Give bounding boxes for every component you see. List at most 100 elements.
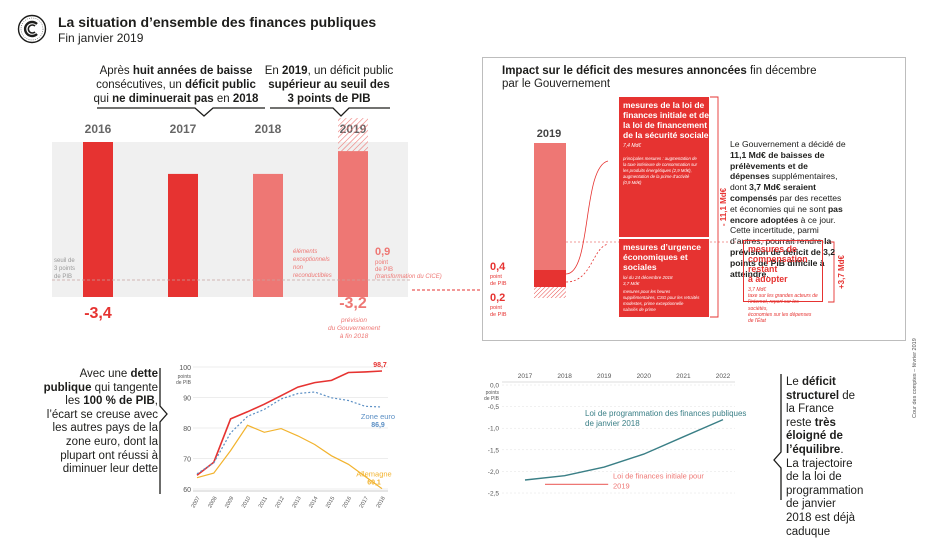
panel-val-04-unit2: de PIB [490,281,507,287]
panel-bar-04 [534,270,566,287]
top-year-2017: 2017 [170,122,197,136]
struct-xtick-2022: 2022 [716,373,731,380]
box1-detail-5: (0,9 Md€) [623,180,642,185]
struct-xtick-2021: 2021 [676,373,691,380]
struct-yaxis-title-2: de PIB [484,396,500,402]
box1-detail-3: les produits énergétiques (2,9 Md€), [623,168,692,173]
side-note: Cour des comptes – février 2019 [912,338,918,418]
box1-title-3: la loi de financement [623,120,707,130]
comp-detail-3: économies sur les dépenses [748,311,812,318]
impact-panel-graphic: 2019 0,4 point de PIB 0,2 point de PIB m… [490,96,846,318]
box2-detail-1: mesures pour les heures [623,289,671,294]
debt-ytick-100: 100 [179,365,191,372]
debt-xtick-2008: 2008 [207,496,218,510]
struct-line-lpfp [524,418,724,481]
comp-amount: 3,7 Md€ [748,287,767,293]
impact-panel [482,57,906,341]
page-subtitle: Fin janvier 2019 [58,31,144,45]
box2-title-3: sociales [623,262,657,272]
debt-xtick-2015: 2015 [325,496,336,510]
comp-detail-1: taxe sur les grandes acteurs de [748,293,818,300]
box2-detail-4: salariés de prime [623,307,656,312]
box1-detail-2: la taxe intérieure de consommation sur [623,162,698,167]
debt-series-name-allemagne: Allemagne [356,470,391,479]
comp-title-2: compensation restant [748,254,808,274]
struct-ytick-3: -1,0 [488,426,500,433]
debt-yaxis-title-1: points [178,374,192,380]
struct-ytick-0: -2,5 [488,491,500,498]
label-2018-3: non [293,265,304,271]
debt-xtick-2010: 2010 [241,496,252,510]
label-2019-line2: de PIB [375,267,393,273]
box2-detail-2: supplémentaires, CSG pour les retraités [623,295,700,300]
label-2018-1: éléments [293,249,317,255]
forecast-label-1: prévision [340,317,367,324]
label-2018-2: exceptionnels [293,257,330,263]
label-2019-line1: point [375,260,388,266]
panel-val-04-unit1: point [490,274,502,280]
debt-xtick-2018: 2018 [375,496,386,510]
box-lfi-lfss [619,97,709,237]
top-value-2016: -3,4 [84,305,112,322]
box1-title-1: mesures de la loi de [623,100,705,110]
debt-ytick-60: 60 [183,487,191,494]
struct-xtick-2019: 2019 [597,373,612,380]
struct-ytick-2: -1,5 [488,447,500,454]
debt-xtick-2016: 2016 [342,496,353,510]
top-bar-exceptional-2018 [253,230,283,250]
box1-amount: 7,4 Md€ [623,143,641,149]
top-value-2018: -2,7 [254,272,282,289]
debt-xtick-2007: 2007 [190,496,201,510]
debt-yaxis-title-2: de PIB [176,380,192,386]
impact-panel-title: Impact sur le déficit des mesures annonc… [502,65,817,90]
debt-xtick-2011: 2011 [258,496,269,509]
debt-line-france [196,370,383,476]
cour-des-comptes-logo [17,14,47,44]
panel-val-04: 0,4 [490,261,506,273]
bracket-11-1: - 11,1 Md€ [719,187,728,226]
struct-label-lfi-2: 2019 [613,481,630,490]
struct-label-lpfp-1: Loi de programmation des finances publiq… [585,409,746,418]
struct-xtick-2017: 2017 [518,373,533,380]
top-bar-2016 [83,142,113,297]
box2-date: loi du 24 décembre 2018 [623,275,673,280]
debt-line-zone-euro [196,391,383,475]
top-value-2019: -3,2 [339,295,367,312]
top-bar-2017 [168,173,198,297]
debt-ytick-80: 80 [183,426,191,433]
struct-yaxis-title-1: points [486,390,500,396]
government-text: Le Gouvernement a décidé de 11,1 Md€ de … [730,139,846,279]
page-title: La situation d’ensemble des finances pub… [58,14,377,30]
struct-ytick-4: -0,5 [488,404,500,411]
structural-deficit-chart: 2017 2018 2019 2020 2021 2022 -2,5 -2,0 -1,5 -1,0… [484,373,746,498]
box2-detail-3: modestes, prime exceptionnelle [623,301,684,306]
panel-bar-02-hatch [534,287,566,298]
debt-xtick-2009: 2009 [224,496,235,510]
struct-label-lfi-1: Loi de finances initiale pour [613,471,704,480]
box1-title-2: finances initiale et de [623,110,709,120]
top-year-2018: 2018 [255,122,282,136]
top-value-2017: -2,7 [169,272,197,289]
struct-xtick-2018: 2018 [557,373,572,380]
panel-val-02: 0,2 [490,292,505,304]
deficit-callout: Le déficit structurel de la France reste… [786,376,864,538]
top-bar-cice-2019 [338,118,368,160]
threshold-label-2: 3 points [54,266,75,272]
debt-callout: Avec une dette publique qui tangente les… [43,368,158,476]
forecast-label-3: à fin 2018 [340,333,369,340]
box1-detail-4: augmentation de la prime d'activité [623,174,690,179]
debt-xtick-2017: 2017 [359,496,370,510]
debt-xtick-2012: 2012 [275,496,286,510]
top-year-2016: 2016 [85,122,112,136]
comp-detail-4: de l'État [748,318,766,325]
callout-lines [97,107,390,117]
box1-title-4: de la sécurité sociale [623,130,709,140]
label-2018-4: reconductibles [293,273,332,279]
debt-end-value-zone-euro: 86,9 [371,422,385,429]
panel-year: 2019 [537,128,561,140]
box1-detail-1: principales mesures : augmentation de [622,156,697,161]
callout-2019: En 2019, un déficit public supérieur au … [264,65,394,105]
panel-val-02-unit1: point [490,305,502,311]
